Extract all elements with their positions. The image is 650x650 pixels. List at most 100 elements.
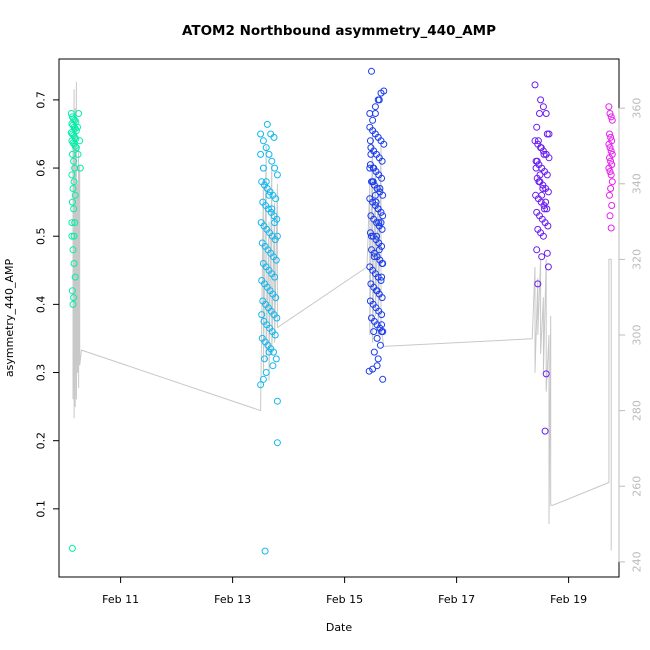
- data-point: [378, 311, 386, 319]
- data-point: [542, 110, 550, 117]
- data-point: [273, 232, 281, 240]
- data-point: [68, 171, 76, 179]
- data-point: [70, 260, 78, 267]
- data-point: [68, 287, 76, 295]
- data-point: [268, 205, 276, 213]
- data-point: [536, 171, 544, 179]
- data-point: [366, 164, 374, 172]
- chart-title: ATOM2 Northbound asymmetry_440_AMP: [182, 23, 496, 39]
- data-point: [71, 191, 79, 199]
- data-point: [607, 171, 615, 179]
- data-point: [538, 191, 546, 199]
- data-point: [541, 205, 548, 213]
- data-point: [378, 157, 386, 165]
- data-point: [272, 195, 280, 203]
- x-axis: Feb 11 Feb 13 Feb 15 Feb 17 Feb 19: [102, 576, 587, 606]
- data-point: [373, 362, 381, 370]
- data-point: [68, 232, 76, 240]
- data-point: [74, 150, 82, 158]
- data-point: [259, 137, 267, 145]
- data-point: [369, 178, 377, 186]
- data-point: [70, 294, 78, 302]
- data-point: [258, 311, 266, 319]
- data-point: [379, 375, 387, 383]
- data-point: [378, 225, 386, 233]
- y-tick-label: 0.6: [35, 159, 48, 177]
- data-point: [271, 219, 279, 227]
- data-point: [607, 147, 615, 155]
- data-point: [537, 96, 545, 104]
- data-point: [607, 157, 615, 165]
- x-tick-label: Feb 11: [102, 593, 139, 606]
- y-axis: 0.1 0.2 0.3 0.4 0.5 0.6 0.7: [35, 91, 60, 518]
- data-point: [375, 96, 383, 104]
- data-point: [68, 198, 76, 206]
- data-point: [544, 188, 552, 196]
- data-point: [606, 130, 613, 138]
- data-point: [273, 397, 281, 405]
- data-point: [268, 157, 276, 165]
- data-point: [544, 222, 552, 230]
- secondary-y-axis: 240 260 280 300 320 340 360: [618, 98, 644, 572]
- data-point: [259, 375, 267, 383]
- data-point: [265, 348, 273, 356]
- data-point: [375, 246, 383, 254]
- series-cluster: [531, 81, 553, 435]
- data-point: [606, 110, 614, 117]
- data-point: [271, 331, 279, 339]
- data-point: [370, 348, 378, 356]
- data-point: [534, 280, 542, 288]
- data-point: [606, 168, 614, 175]
- series-cluster: [605, 103, 616, 232]
- data-point: [538, 253, 546, 261]
- data-point: [606, 212, 614, 220]
- data-point: [259, 164, 267, 172]
- data-point: [376, 341, 384, 349]
- data-point: [605, 140, 613, 148]
- data-point: [69, 300, 77, 308]
- data-point: [378, 260, 386, 267]
- data-point: [261, 547, 269, 555]
- data-point: [368, 67, 375, 75]
- data-point: [532, 164, 540, 172]
- data-point: [70, 157, 78, 165]
- data-point: [374, 355, 382, 363]
- data-point: [537, 144, 545, 152]
- x-tick-label: Feb 13: [214, 593, 251, 606]
- data-point: [378, 174, 386, 182]
- y-tick-label: 0.2: [35, 432, 48, 450]
- data-point: [265, 150, 273, 158]
- data-point: [539, 103, 547, 111]
- data-point: [369, 365, 377, 373]
- data-point: [377, 277, 385, 284]
- y-tick-label: 0.3: [35, 364, 48, 382]
- data-point: [369, 116, 377, 124]
- x-axis-label: Date: [326, 621, 353, 634]
- data-point: [257, 130, 265, 138]
- data-point: [607, 185, 615, 192]
- data-point: [545, 130, 553, 138]
- data-point: [273, 171, 281, 179]
- data-point: [270, 133, 278, 141]
- data-point: [606, 144, 614, 152]
- data-point: [271, 273, 279, 281]
- data-point: [378, 328, 386, 336]
- data-point: [76, 137, 84, 145]
- data-point: [370, 164, 378, 172]
- data-point: [608, 116, 616, 124]
- x-tick-label: Feb 17: [438, 593, 475, 606]
- data-point: [607, 113, 615, 121]
- data-point: [371, 110, 379, 117]
- data-point: [606, 154, 613, 162]
- data-point: [608, 178, 616, 186]
- data-point: [373, 334, 381, 342]
- x-tick-label: Feb 15: [326, 593, 363, 606]
- data-point: [606, 191, 613, 199]
- data-point: [543, 171, 551, 179]
- data-point: [273, 314, 281, 322]
- data-point: [607, 133, 615, 141]
- data-point: [70, 178, 78, 186]
- data-point: [370, 253, 378, 261]
- data-point: [375, 219, 383, 227]
